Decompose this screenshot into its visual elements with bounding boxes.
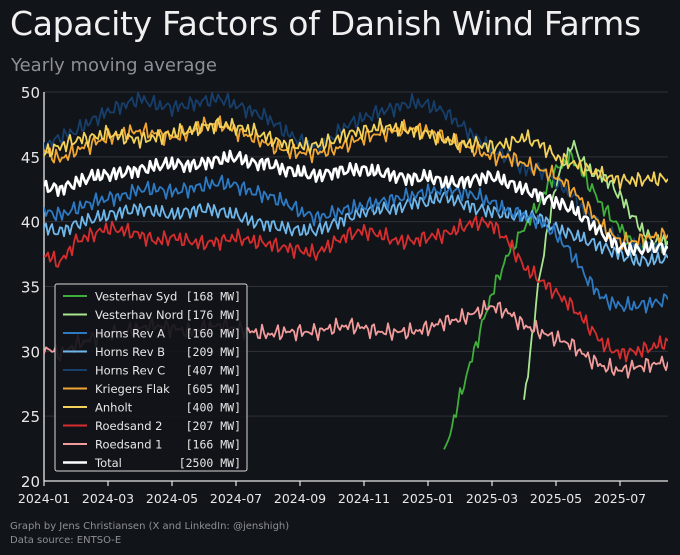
y-tick-label: 25 bbox=[21, 408, 40, 426]
legend-label: Horns Rev C bbox=[95, 364, 165, 378]
series-line-vesterhav-syd bbox=[443, 149, 668, 450]
legend-capacity: [207 MW] bbox=[186, 419, 241, 433]
x-tick-label: 2024-05 bbox=[146, 491, 198, 506]
x-tick-label: 2025-03 bbox=[466, 491, 518, 506]
y-tick-label: 30 bbox=[21, 343, 40, 361]
legend-capacity: [400 MW] bbox=[186, 401, 241, 415]
data-source-text: Data source: ENTSO-E bbox=[10, 535, 122, 546]
x-tick-label: 2025-07 bbox=[594, 491, 646, 506]
series-line-anholt bbox=[44, 117, 668, 190]
legend-capacity: [605 MW] bbox=[186, 382, 241, 396]
x-tick-label: 2024-11 bbox=[338, 491, 390, 506]
legend-label: Kriegers Flak bbox=[95, 382, 170, 396]
y-tick-label: 45 bbox=[21, 149, 40, 167]
x-tick-label: 2024-09 bbox=[274, 491, 326, 506]
series-line-roedsand-2 bbox=[44, 215, 668, 363]
legend-capacity: [2500 MW] bbox=[179, 456, 241, 470]
legend-label: Roedsand 1 bbox=[95, 438, 162, 452]
legend-capacity: [176 MW] bbox=[186, 308, 241, 322]
legend-capacity: [407 MW] bbox=[186, 364, 241, 378]
series-line-horns-rev-b bbox=[44, 190, 668, 267]
series-line-horns-rev-c bbox=[44, 91, 668, 257]
legend-capacity: [160 MW] bbox=[186, 327, 241, 341]
series-group bbox=[44, 91, 668, 450]
y-tick-label: 20 bbox=[21, 473, 40, 491]
y-tick-label: 35 bbox=[21, 279, 40, 297]
legend-label: Anholt bbox=[95, 401, 133, 415]
legend-label: Roedsand 2 bbox=[95, 419, 162, 433]
chart-title: Capacity Factors of Danish Wind Farms bbox=[10, 4, 641, 43]
legend-capacity: [209 MW] bbox=[186, 345, 241, 359]
series-line-horns-rev-a bbox=[44, 174, 668, 314]
x-tick-label: 2024-01 bbox=[18, 491, 70, 506]
legend-label: Total bbox=[94, 456, 122, 470]
legend-capacity: [166 MW] bbox=[186, 438, 241, 452]
legend-capacity: [168 MW] bbox=[186, 290, 241, 304]
x-tick-label: 2025-01 bbox=[402, 491, 454, 506]
credit-text: Graph by Jens Christiansen (X and Linked… bbox=[10, 521, 290, 532]
series-line-total bbox=[44, 149, 668, 257]
series-line-kriegers-flak bbox=[44, 115, 668, 251]
x-tick-label: 2024-07 bbox=[210, 491, 262, 506]
x-tick-label: 2024-03 bbox=[82, 491, 134, 506]
legend-box bbox=[54, 283, 248, 472]
legend-label: Horns Rev A bbox=[95, 327, 165, 341]
x-tick-label: 2025-05 bbox=[530, 491, 582, 506]
legend-label: Horns Rev B bbox=[95, 345, 165, 359]
y-tick-label: 40 bbox=[21, 214, 40, 232]
y-tick-label: 50 bbox=[21, 84, 40, 102]
legend: Vesterhav Syd [168 MW]Vesterhav Nord [176 … bbox=[54, 283, 248, 472]
chart-subtitle: Yearly moving average bbox=[11, 55, 217, 76]
legend-label: Vesterhav Syd bbox=[95, 290, 177, 304]
legend-label: Vesterhav Nord bbox=[95, 308, 183, 322]
